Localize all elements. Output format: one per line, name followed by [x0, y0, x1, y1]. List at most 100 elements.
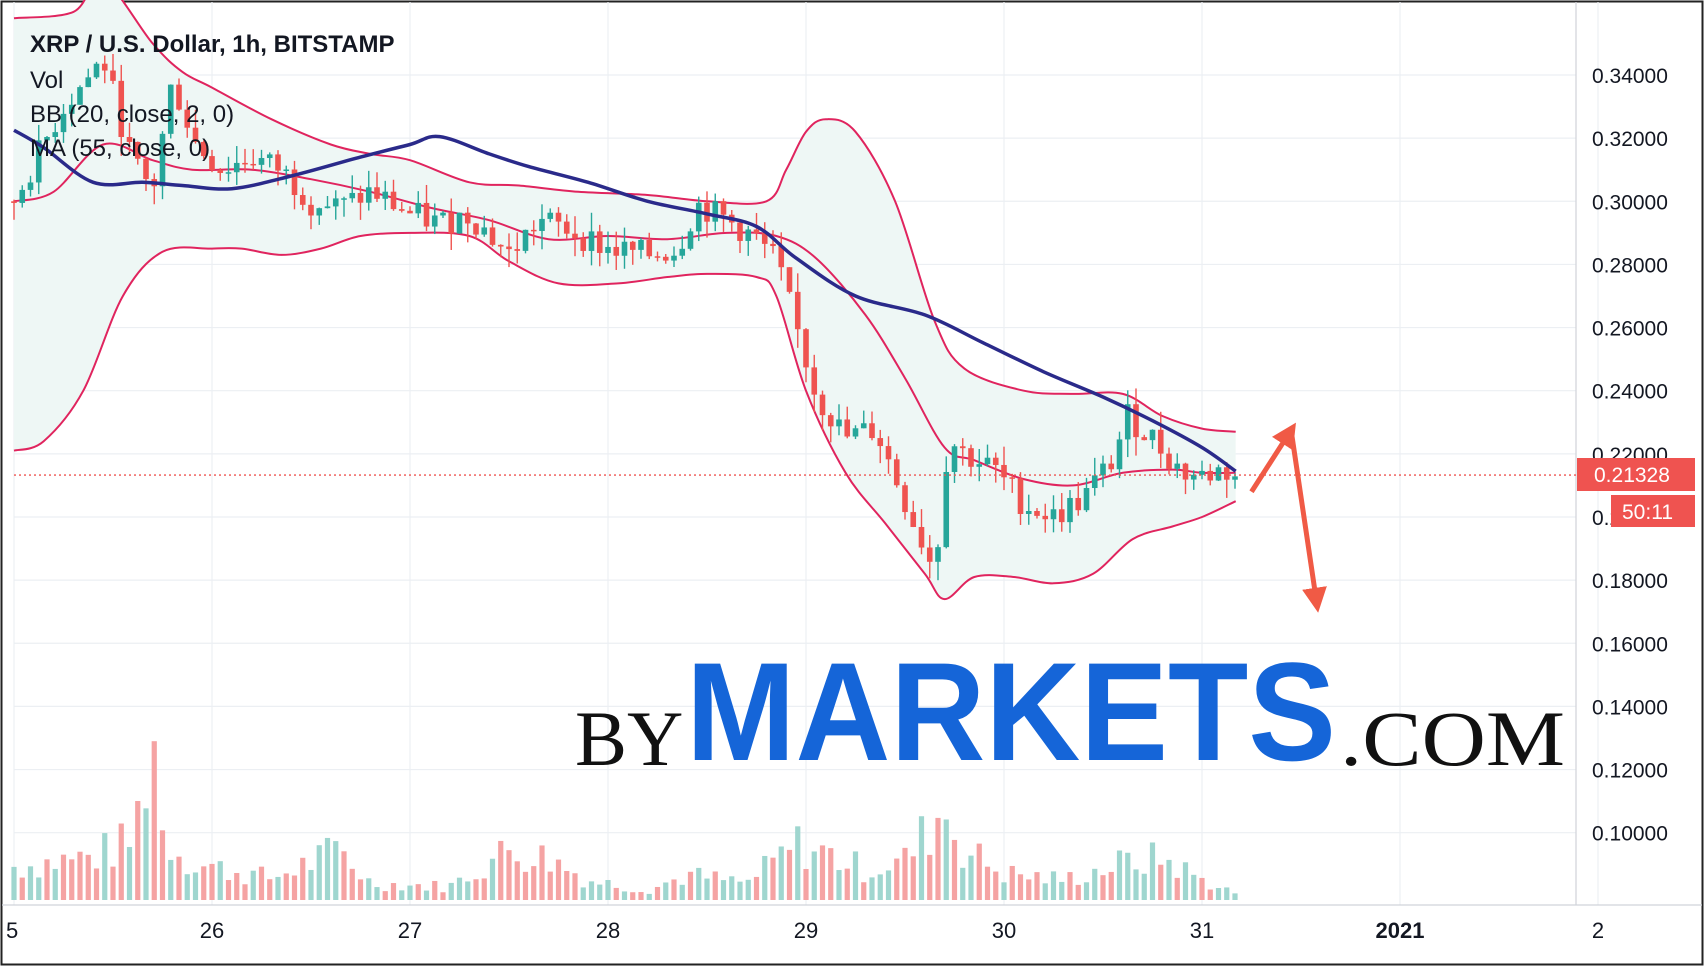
volume-bar	[308, 869, 314, 900]
volume-bar	[753, 876, 760, 900]
candle-body	[893, 459, 900, 486]
candle-body	[1100, 463, 1106, 476]
last-price-tag-bg	[1577, 458, 1695, 491]
volume-bar	[679, 884, 685, 900]
volume-bar	[984, 866, 991, 900]
volume-bar	[11, 866, 17, 900]
volume-bar	[168, 859, 174, 900]
candle-body	[275, 154, 281, 171]
candle-body	[819, 394, 826, 416]
legend-volume[interactable]: Vol	[30, 67, 63, 94]
price-tick-label: 0.12000	[1592, 760, 1668, 783]
candle-body	[192, 127, 199, 142]
volume-bar	[1215, 888, 1222, 900]
candle-body	[489, 227, 496, 245]
volume-bar	[1059, 881, 1065, 900]
candle-body	[506, 246, 512, 250]
candle-body	[1174, 463, 1181, 469]
volume-bar	[473, 879, 479, 900]
volume-bar	[349, 868, 355, 900]
volume-bar	[654, 886, 661, 900]
candle-body	[118, 80, 125, 138]
volume-bar	[877, 874, 883, 900]
candle-body	[943, 472, 950, 548]
candle-body	[918, 526, 925, 548]
candle-body	[1232, 476, 1238, 480]
legend-moving-average[interactable]: MA (55, close, 0)	[30, 135, 210, 162]
candle-body	[926, 547, 933, 562]
candle-body	[951, 446, 958, 473]
volume-bar	[382, 891, 388, 900]
time-tick-label: 31	[1190, 918, 1214, 943]
time-tick-label: 5	[6, 918, 18, 943]
candle-body	[110, 70, 116, 81]
candle-body	[1141, 437, 1148, 441]
bar-countdown: 50:11	[1622, 501, 1673, 524]
time-tick-label: 30	[992, 918, 1016, 943]
volume-bar	[77, 851, 83, 900]
candle-body	[720, 201, 727, 215]
volume-bar	[176, 856, 182, 900]
candle-body	[357, 192, 364, 203]
volume-bar	[1001, 882, 1007, 900]
volume-bar	[399, 890, 405, 900]
time-tick-label: 27	[398, 918, 422, 943]
candle-body	[19, 189, 26, 203]
candle-body	[456, 212, 463, 234]
time-axis[interactable]: 5 26 27 28 29 30 31 2021 2	[6, 918, 1604, 943]
candle-body	[910, 512, 917, 527]
candle-body	[143, 158, 149, 180]
candle-body	[332, 198, 339, 207]
candle-body	[217, 170, 224, 173]
candle-body	[101, 63, 108, 71]
volume-bar	[415, 884, 421, 900]
volume-bars	[11, 741, 1238, 900]
candle-body	[382, 191, 389, 199]
candle-body	[299, 195, 306, 205]
forecast-arrows	[1249, 422, 1327, 613]
candle-body	[761, 233, 768, 244]
volume-bar	[572, 873, 578, 900]
volume-bar	[52, 868, 58, 900]
symbol-title[interactable]: XRP / U.S. Dollar, 1h, BITSTAMP	[30, 31, 395, 58]
candle-body	[266, 154, 273, 159]
volume-bar	[687, 871, 694, 900]
candle-body	[1207, 470, 1214, 481]
volume-bar	[539, 845, 545, 900]
candle-body	[687, 231, 694, 249]
volume-bar	[258, 866, 265, 900]
volume-bar	[1191, 874, 1197, 900]
candle-body	[167, 84, 174, 134]
candlesticks[interactable]	[11, 53, 1238, 581]
candle-body	[324, 206, 331, 209]
candle-body	[885, 446, 892, 460]
candle-body	[992, 457, 999, 465]
volume-bar	[993, 871, 999, 900]
candle-body	[976, 464, 983, 467]
candle-body	[547, 212, 554, 219]
candle-body	[1091, 475, 1098, 489]
candle-body	[374, 187, 380, 199]
volume-bar	[1232, 893, 1238, 900]
volume-bar	[1166, 859, 1172, 900]
candle-body	[745, 229, 752, 241]
candle-body	[629, 241, 636, 250]
candle-body	[646, 239, 653, 257]
volume-bar	[423, 890, 430, 900]
candle-body	[827, 415, 834, 427]
volume-bar	[159, 830, 166, 900]
candle-body	[184, 109, 191, 128]
volume-bar	[126, 846, 133, 900]
candle-body	[844, 419, 851, 437]
volume-bar	[283, 873, 289, 900]
candle-body	[737, 222, 743, 241]
volume-bar	[333, 841, 339, 900]
candle-body	[242, 162, 248, 165]
candle-body	[679, 248, 686, 256]
candle-body	[803, 329, 809, 368]
legend-bollinger[interactable]: BB (20, close, 2, 0)	[30, 101, 234, 128]
candle-body	[605, 246, 611, 253]
candle-body	[464, 212, 471, 224]
